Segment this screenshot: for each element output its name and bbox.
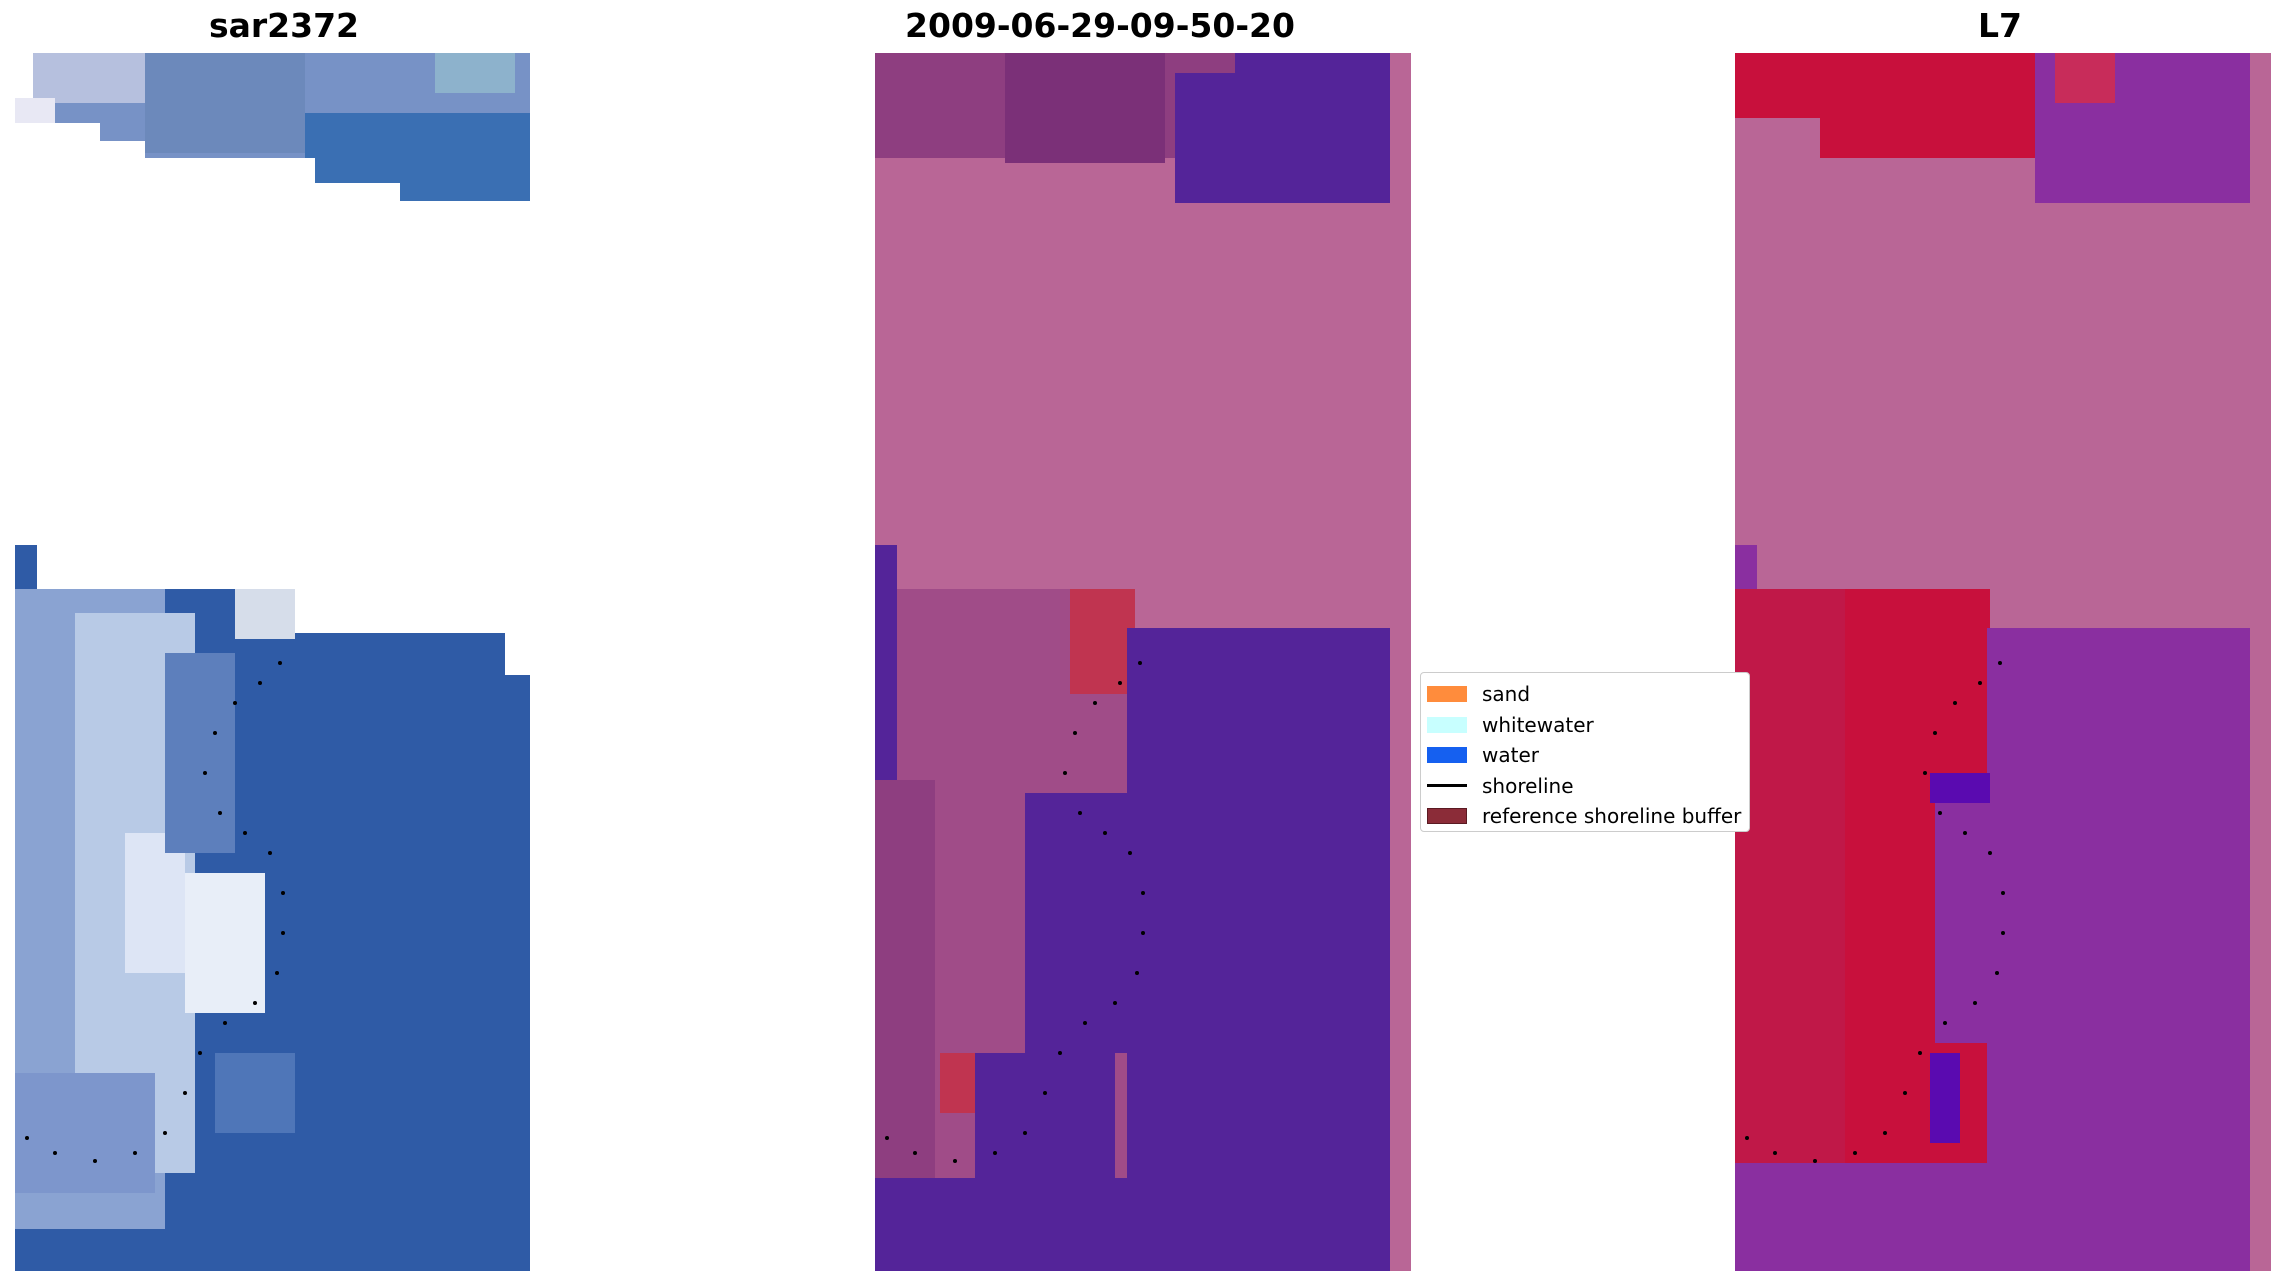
legend-item-whitewater: whitewater [1421,710,1749,741]
panel-title-3: L7 [1978,6,2022,45]
l7-index-panel [1735,53,2271,1271]
legend-label-sand: sand [1482,682,1531,707]
whitewater-swatch [1427,716,1467,733]
shoreline-line-swatch [1427,784,1467,788]
water-swatch [1427,747,1467,764]
legend-item-shoreline: shoreline [1421,771,1749,802]
legend-label-whitewater: whitewater [1482,712,1594,737]
rgb-image-pixels [15,53,530,1271]
l7-shoreline-dots [1745,661,2005,1163]
classified-image-panel [875,53,1411,1271]
rgb-image-panel [15,53,530,1271]
reference-buffer-swatch [1427,808,1467,825]
panel-title-2: 2009-06-29-09-50-20 [905,6,1295,45]
l7-index-pixels [1735,53,2271,1271]
panel-title-1: sar2372 [208,6,360,45]
legend-label-water: water [1482,743,1539,768]
classified-shoreline-dots [885,661,1145,1163]
legend-label-reference-buffer: reference shoreline buffer [1482,804,1742,829]
legend-item-reference-buffer: reference shoreline buffer [1421,801,1749,832]
sand-swatch [1427,686,1467,703]
legend-item-water: water [1421,740,1749,771]
legend-label-shoreline: shoreline [1482,773,1574,798]
legend-item-sand: sand [1421,679,1749,710]
classified-image-pixels [875,53,1411,1271]
legend: sand whitewater water shoreline referenc… [1420,672,1750,832]
rgb-shoreline-dots [25,661,285,1163]
